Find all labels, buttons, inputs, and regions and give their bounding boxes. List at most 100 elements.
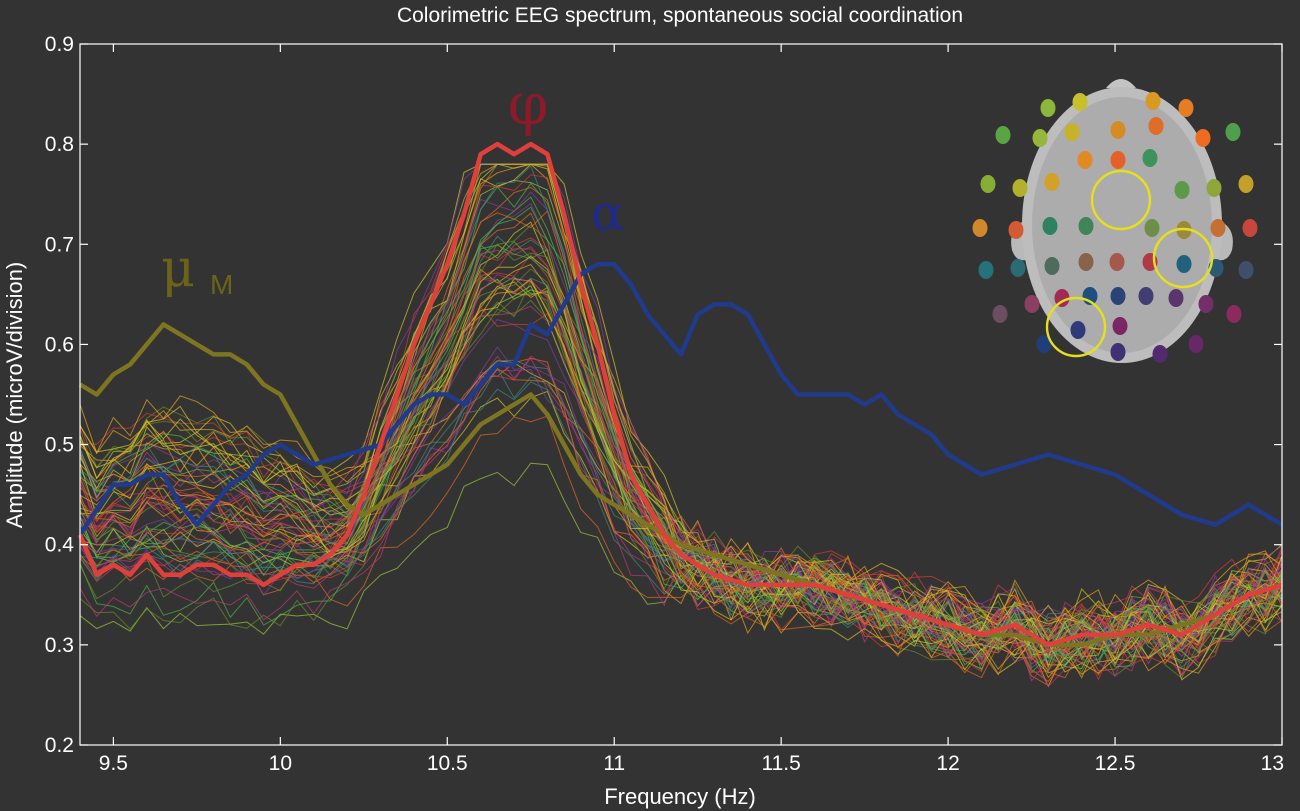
scalp-electrode xyxy=(1036,335,1052,353)
scalp-electrode xyxy=(1012,179,1028,197)
scalp-electrode xyxy=(1238,261,1254,279)
scalp-highlight-ring-left xyxy=(1045,296,1107,358)
scalp-electrode xyxy=(1206,179,1222,197)
scalp-electrode xyxy=(1008,221,1024,239)
y-tick-label: 0.2 xyxy=(45,734,74,757)
phi-annotation: φ xyxy=(508,70,549,138)
electrode-trace xyxy=(79,415,1283,687)
electrode-trace xyxy=(79,292,1283,658)
scalp-electrode xyxy=(992,305,1008,323)
head-cortex-texture xyxy=(1032,97,1212,353)
electrode-trace xyxy=(79,243,1283,671)
highlighted-series-line xyxy=(77,141,1283,648)
scalp-electrode xyxy=(1077,151,1093,169)
electrode-trace xyxy=(79,278,1283,679)
highlighted-series-line xyxy=(78,262,1284,536)
mu-subscript-annotation: M xyxy=(210,269,233,300)
y-axis-label: Amplitude (microV/division) xyxy=(2,262,27,529)
electrode-trace xyxy=(79,206,1283,661)
scalp-electrode xyxy=(1078,217,1094,235)
electrode-trace xyxy=(79,165,1283,669)
head-nose xyxy=(1106,79,1136,88)
scalp-electrode xyxy=(1042,217,1058,235)
electrode-trace xyxy=(79,174,1283,666)
scalp-electrode xyxy=(972,219,988,237)
electrode-trace xyxy=(79,254,1283,671)
scalp-electrode xyxy=(1110,287,1126,305)
y-tick-label: 0.5 xyxy=(45,434,74,457)
scalp-electrode xyxy=(1040,99,1056,117)
scalp-electrode xyxy=(1078,253,1094,271)
scalp-electrode xyxy=(1152,345,1168,363)
scalp-electrode xyxy=(1145,92,1161,110)
scalp-electrode xyxy=(1174,181,1190,199)
chart-title: Colorimetric EEG spectrum, spontaneous s… xyxy=(397,4,963,27)
scalp-electrode xyxy=(1138,287,1154,305)
scalp-electrode xyxy=(1242,219,1258,237)
scalp-electrode xyxy=(1070,321,1086,339)
scalp-electrode xyxy=(1032,129,1048,147)
scalp-electrode xyxy=(1176,255,1192,273)
y-tick-label: 0.3 xyxy=(45,634,74,657)
y-tick-label: 0.7 xyxy=(45,233,74,256)
scalp-electrode xyxy=(1210,219,1226,237)
scalp-electrode xyxy=(980,175,996,193)
scalp-electrode xyxy=(1198,295,1214,313)
scalp-electrode xyxy=(1072,93,1088,111)
electrode-trace xyxy=(79,285,1283,665)
y-tick-label: 0.6 xyxy=(45,333,74,356)
scalp-electrode xyxy=(1054,289,1070,307)
scalp-electrode xyxy=(1238,175,1254,193)
electrode-series-group xyxy=(79,163,1283,688)
highlighted-series-group xyxy=(77,141,1284,648)
scalp-electrode xyxy=(1178,99,1194,117)
scalp-electrode xyxy=(995,126,1011,144)
x-tick-label: 12.5 xyxy=(1095,752,1136,775)
scalp-electrode xyxy=(1188,335,1204,353)
scalp-electrode xyxy=(1109,253,1125,271)
scalp-highlight-ring-right xyxy=(1152,227,1214,289)
scalp-electrode xyxy=(1024,295,1040,313)
electrode-trace xyxy=(79,357,1283,657)
x-tick-label: 13 xyxy=(1261,752,1284,775)
scalp-electrode xyxy=(1112,317,1128,335)
x-axis-label: Frequency (Hz) xyxy=(604,784,756,809)
electrode-trace xyxy=(79,306,1283,638)
x-tick-label: 11 xyxy=(603,752,625,775)
scalp-electrode-dots xyxy=(972,92,1258,363)
scalp-electrode xyxy=(1195,129,1211,147)
scalp-electrode xyxy=(1148,117,1164,135)
scalp-electrode xyxy=(1044,257,1060,275)
x-tick-label: 10 xyxy=(269,752,292,775)
y-tick-label: 0.4 xyxy=(45,534,75,557)
mu-annotation: μ xyxy=(161,239,195,299)
scalp-electrode xyxy=(1168,289,1184,307)
electrode-trace xyxy=(79,196,1283,652)
scalp-electrode xyxy=(1226,305,1242,323)
x-axis-ticks: 9.5 10 10.5 11 11.5 12 12.5 13 xyxy=(99,44,1284,775)
x-tick-label: 11.5 xyxy=(762,752,801,775)
scalp-map-inset xyxy=(972,79,1258,363)
y-axis-ticks: 0.2 0.3 0.4 0.5 0.6 0.7 0.8 0.9 xyxy=(45,33,1282,757)
scalp-electrode xyxy=(1044,173,1060,191)
scalp-electrode xyxy=(1110,343,1126,361)
x-tick-label: 12 xyxy=(936,752,959,775)
scalp-electrode xyxy=(1225,123,1241,141)
scalp-electrode xyxy=(1144,219,1160,237)
scalp-highlight-ring-central xyxy=(1090,169,1152,231)
x-tick-label: 9.5 xyxy=(99,752,128,775)
scalp-electrode xyxy=(1110,151,1126,169)
scalp-electrode xyxy=(1064,123,1080,141)
x-tick-label: 10.5 xyxy=(427,752,468,775)
scalp-electrode xyxy=(1010,259,1026,277)
scalp-electrode xyxy=(978,261,994,279)
plot-frame xyxy=(79,43,1283,746)
electrode-trace xyxy=(79,277,1283,681)
electrode-trace xyxy=(79,360,1283,646)
alpha-annotation: α xyxy=(591,184,625,242)
y-tick-label: 0.9 xyxy=(45,33,74,56)
scalp-electrode xyxy=(1142,149,1158,167)
scalp-electrode xyxy=(1110,121,1126,139)
y-tick-label: 0.8 xyxy=(45,133,74,156)
